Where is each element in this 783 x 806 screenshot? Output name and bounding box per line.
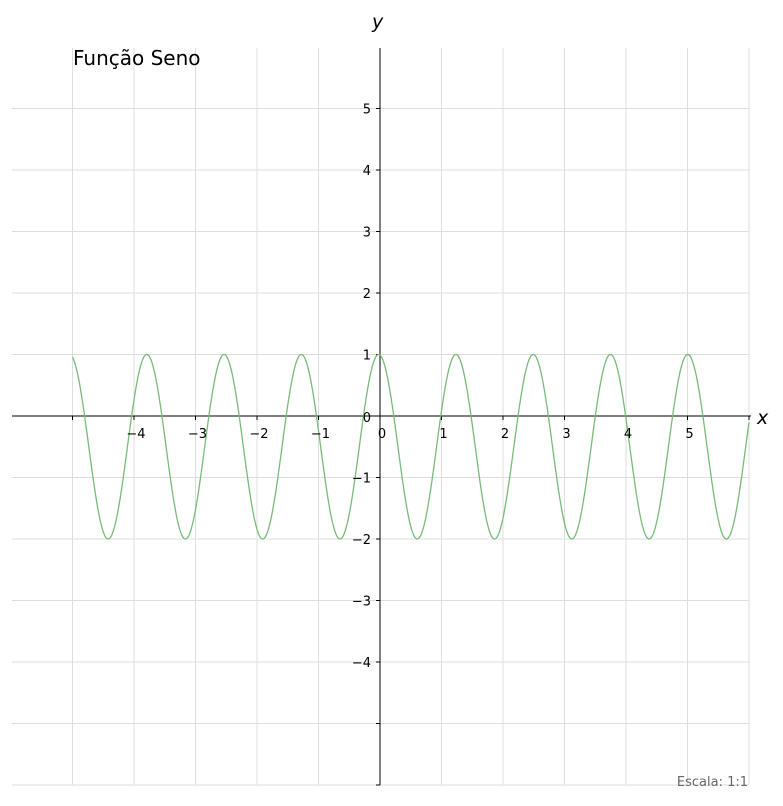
x-tick-label: −3 xyxy=(188,427,207,442)
y-tick-label: 0 xyxy=(363,411,371,426)
y-tick-label: −4 xyxy=(352,656,371,671)
y-tick-label: 4 xyxy=(363,164,371,179)
y-axis-label: y xyxy=(371,11,384,33)
plot-area xyxy=(73,355,750,540)
tick-labels: −4 −3 −2 −1 0 1 2 3 4 5 −4 −3 −2 −1 0 1 2 3 4 5 xyxy=(126,103,693,672)
y-tick-label: 1 xyxy=(363,349,371,364)
x-tick-label: −1 xyxy=(311,427,330,442)
x-tick-label: −4 xyxy=(126,427,145,442)
y-tick-label: −1 xyxy=(352,472,371,487)
chart-title: Função Seno xyxy=(73,46,201,70)
y-tick-label: 2 xyxy=(363,287,371,302)
x-tick-label: 1 xyxy=(439,427,447,442)
x-tick-label: −2 xyxy=(249,427,268,442)
x-tick-label: 4 xyxy=(624,427,632,442)
y-tick-label: −3 xyxy=(352,595,371,610)
y-tick-label: 5 xyxy=(363,103,371,118)
x-axis-label: x xyxy=(756,407,769,429)
y-tick-label: 3 xyxy=(363,226,371,241)
x-tick-label: 3 xyxy=(562,427,570,442)
x-tick-label: 5 xyxy=(685,427,693,442)
y-tick-label: −2 xyxy=(352,533,371,548)
scale-note: Escala: 1:1 xyxy=(677,775,748,790)
axes xyxy=(12,48,751,785)
sine-curve xyxy=(73,355,750,540)
x-tick-label: 2 xyxy=(501,427,509,442)
x-tick-label: 0 xyxy=(378,427,386,442)
